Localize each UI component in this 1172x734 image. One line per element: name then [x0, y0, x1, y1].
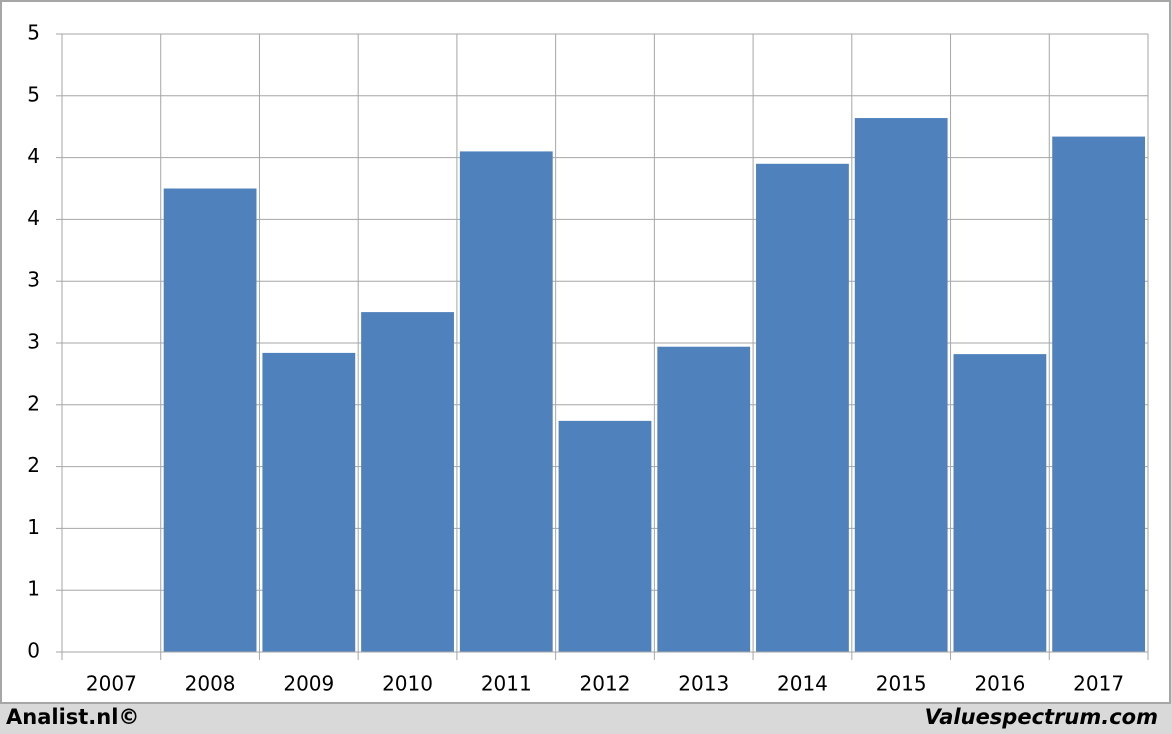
y-tick-label: 1: [27, 515, 40, 539]
x-tick-label: 2012: [580, 672, 631, 696]
y-tick-label: 2: [27, 453, 40, 477]
y-tick-label: 4: [27, 144, 40, 168]
y-tick-label: 1: [27, 577, 40, 601]
x-tick-label: 2014: [777, 672, 828, 696]
x-tick-label: 2009: [283, 672, 334, 696]
bar: [854, 118, 948, 653]
bar: [657, 346, 751, 652]
x-tick-label: 2011: [481, 672, 532, 696]
bar: [953, 354, 1047, 652]
bar: [558, 420, 652, 652]
footer-left: Analist.nl©: [6, 705, 139, 729]
bar: [756, 163, 849, 652]
bar: [163, 188, 257, 652]
footer-right: Valuespectrum.com: [925, 705, 1158, 729]
x-tick-label: 2007: [86, 672, 137, 696]
bar: [361, 312, 454, 652]
bar: [1052, 136, 1146, 652]
x-tick-label: 2013: [678, 672, 729, 696]
x-tick-label: 2016: [974, 672, 1025, 696]
x-tick-label: 2017: [1073, 672, 1124, 696]
y-tick-label: 5: [27, 82, 40, 106]
y-tick-label: 4: [27, 206, 40, 230]
y-tick-label: 3: [27, 268, 40, 292]
y-tick-label: 2: [27, 391, 40, 415]
x-tick-label: 2008: [185, 672, 236, 696]
bar: [262, 352, 356, 652]
x-tick-label: 2010: [382, 672, 433, 696]
y-tick-label: 0: [27, 639, 40, 663]
bar: [459, 151, 553, 653]
y-tick-label: 5: [27, 21, 40, 45]
y-tick-label: 3: [27, 330, 40, 354]
x-tick-label: 2015: [876, 672, 927, 696]
